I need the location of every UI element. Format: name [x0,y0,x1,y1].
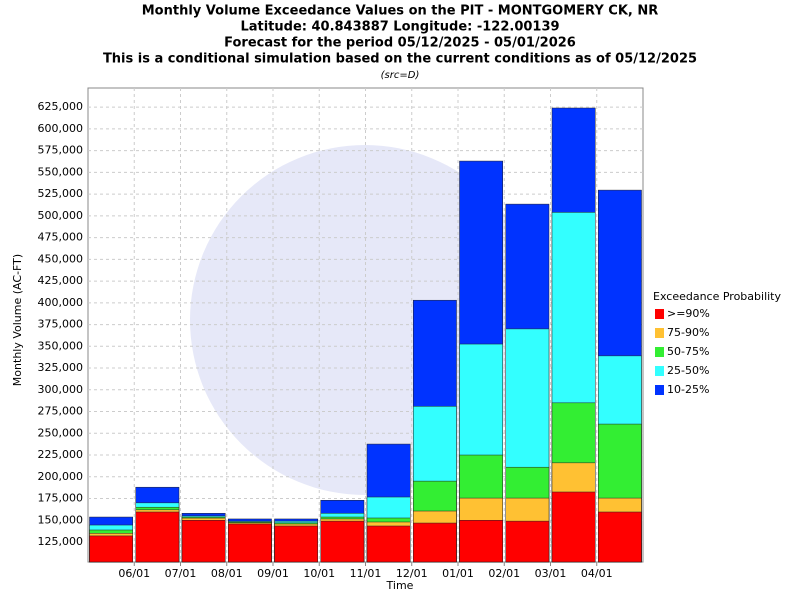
x-tick-label: 08/01 [211,567,243,580]
bar [459,520,503,563]
legend-swatch [655,309,664,319]
bar [181,520,226,563]
chart-title: Forecast for the period 05/12/2025 - 05/… [224,36,576,51]
bar [135,511,180,563]
chart-title: Latitude: 40.843887 Longitude: -122.0013… [240,20,559,35]
y-tick-label: 150,000 [38,513,84,526]
bar [228,523,272,563]
chart-title: Monthly Volume Exceedance Values on the … [142,4,659,19]
x-tick-label: 11/01 [350,567,382,580]
legend-title: Exceedance Probability [653,290,781,303]
x-tick-label: 03/01 [535,567,567,580]
y-tick-label: 525,000 [38,187,84,200]
legend-swatch [655,347,664,357]
legend-label: 75-90% [667,326,709,339]
bar [89,535,133,563]
x-tick-label: 10/01 [303,567,335,580]
bar [366,525,411,563]
y-tick-label: 325,000 [38,361,84,374]
y-tick-label: 175,000 [38,492,84,505]
x-tick-label: 01/01 [442,567,474,580]
legend-label: >=90% [667,307,710,320]
y-axis-label: Monthly Volume (AC-FT) [11,254,24,386]
y-tick-label: 625,000 [38,100,84,113]
legend-swatch [655,366,664,376]
y-tick-label: 575,000 [38,144,84,157]
bar [413,522,457,563]
bar [320,520,365,563]
bar [274,525,318,563]
legend-swatch [655,385,664,395]
y-tick-label: 475,000 [38,231,84,244]
legend-label: 25-50% [667,364,709,377]
subtitle: (src=D) [381,70,420,81]
legend-swatch [655,328,664,338]
x-tick-label: 12/01 [396,567,428,580]
x-tick-label: 07/01 [165,567,197,580]
y-tick-label: 275,000 [38,405,84,418]
y-tick-label: 450,000 [38,252,84,265]
y-tick-label: 425,000 [38,274,84,287]
x-tick-label: 09/01 [257,567,289,580]
legend-label: 10-25% [667,383,709,396]
y-tick-label: 200,000 [38,470,84,483]
bar [598,511,642,563]
y-tick-label: 400,000 [38,296,84,309]
bar [505,520,550,563]
bar [551,491,596,563]
x-tick-label: 04/01 [581,567,613,580]
y-tick-label: 250,000 [38,426,84,439]
legend-label: 50-75% [667,345,709,358]
y-tick-label: 350,000 [38,339,84,352]
y-tick-label: 500,000 [38,209,84,222]
x-tick-label: 02/01 [488,567,520,580]
y-tick-label: 225,000 [38,448,84,461]
y-tick-label: 300,000 [38,383,84,396]
y-tick-label: 550,000 [38,165,84,178]
y-tick-label: 600,000 [38,122,84,135]
y-tick-label: 375,000 [38,318,84,331]
x-axis-label: Time [386,579,414,592]
y-tick-label: 125,000 [38,535,84,548]
chart-title: This is a conditional simulation based o… [103,52,697,67]
x-tick-label: 06/01 [118,567,150,580]
